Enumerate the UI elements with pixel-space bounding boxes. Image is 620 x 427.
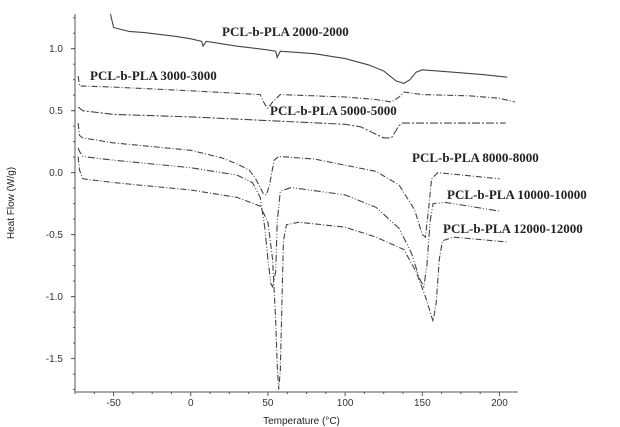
series-label-pcl-b-pla-12000-12000: PCL-b-PLA 12000-12000 — [443, 221, 583, 236]
x-axis-title: Temperature (°C) — [263, 416, 340, 427]
series-label-pcl-b-pla-5000-5000: PCL-b-PLA 5000-5000 — [270, 103, 397, 118]
series-label-pcl-b-pla-10000-10000: PCL-b-PLA 10000-10000 — [447, 187, 587, 202]
series-line-pcl-b-pla-5000-5000 — [77, 106, 506, 139]
series-line-pcl-b-pla-3000-3000 — [77, 75, 516, 110]
y-tick-label: 1.0 — [49, 44, 63, 55]
axes: -50 0 50 100 150 200 1.0 0.5 0.0 -0.5 -1.0 -1.5 — [46, 14, 518, 409]
x-tick-label: -50 — [106, 398, 121, 409]
y-axis-title: Heat Flow (W/g) — [6, 167, 17, 239]
curves — [77, 13, 516, 390]
x-tick-label: 50 — [262, 398, 274, 409]
series-label-pcl-b-pla-2000-2000: PCL-b-PLA 2000-2000 — [222, 24, 349, 39]
x-tick-label: 100 — [337, 398, 354, 409]
y-tick-label: -1.5 — [46, 354, 64, 365]
y-tick-label: -1.0 — [46, 292, 64, 303]
x-tick-label: 0 — [188, 398, 194, 409]
series-label-pcl-b-pla-8000-8000: PCL-b-PLA 8000-8000 — [412, 150, 539, 165]
series-line-pcl-b-pla-12000-12000 — [77, 156, 508, 390]
series-labels: PCL-b-PLA 2000-2000 PCL-b-PLA 3000-3000 PC… — [90, 24, 587, 236]
series-label-pcl-b-pla-3000-3000: PCL-b-PLA 3000-3000 — [90, 68, 217, 83]
x-tick-label: 200 — [491, 398, 508, 409]
y-tick-label: -0.5 — [46, 230, 64, 241]
y-tick-label: 0.5 — [49, 106, 63, 117]
series-line-pcl-b-pla-10000-10000 — [77, 147, 500, 289]
series-line-pcl-b-pla-8000-8000 — [77, 123, 500, 239]
series-line-pcl-b-pla-2000-2000 — [109, 13, 508, 85]
y-tick-label: 0.0 — [49, 168, 63, 179]
x-tick-label: 150 — [414, 398, 431, 409]
